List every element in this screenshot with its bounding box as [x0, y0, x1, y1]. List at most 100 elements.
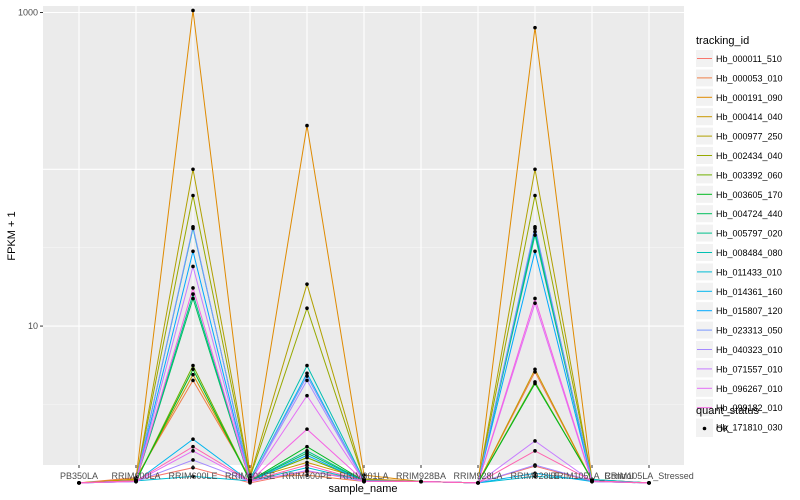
data-point-18-2	[191, 286, 195, 290]
data-point-8-8	[533, 229, 537, 234]
data-point-16-4	[305, 468, 309, 473]
quant-label-0: OK	[716, 424, 729, 434]
legend-label-0: Hb_000011_510	[716, 54, 782, 64]
legend-label-14: Hb_023313_050	[716, 326, 783, 336]
x-tick-label-9: RRIM105LA_Control	[550, 471, 633, 481]
legend-title: tracking_id	[696, 35, 749, 47]
legend-label-16: Hb_071557_010	[716, 364, 783, 374]
legend-label-4: Hb_000977_250	[716, 132, 783, 142]
data-point-17-4	[305, 393, 309, 398]
legend-label-19: Hb_171810_030	[716, 423, 783, 433]
data-point-7-4	[305, 444, 309, 449]
data-point-19-3	[248, 479, 252, 483]
legend-label-5: Hb_002434_040	[716, 151, 783, 161]
y-tick-label-1: 1000	[18, 7, 38, 17]
legend-label-9: Hb_005797_020	[716, 229, 783, 239]
y-tick-label-0: 10	[28, 321, 38, 331]
data-point-5-2	[191, 193, 195, 198]
x-axis: PB350LA RRIM600LA RRIM600LE RRIM600SE RRIM60…	[60, 465, 694, 481]
data-point-4-2	[191, 167, 195, 172]
legend-label-7: Hb_003605_170	[716, 190, 783, 200]
y-axis: 10 1000	[18, 7, 43, 331]
data-point-6-2	[191, 363, 195, 368]
x-tick-label-10: RRIM105LA_Stressed	[604, 471, 694, 481]
data-point-12-4	[305, 371, 309, 376]
data-point-9-4	[305, 449, 309, 453]
data-point-9-8	[533, 233, 537, 237]
data-point-12-8	[533, 471, 537, 476]
legend-label-1: Hb_000053_010	[716, 73, 783, 83]
data-point-15-2	[191, 458, 195, 462]
legend-label-15: Hb_040323_010	[716, 345, 783, 355]
x-tick-label-0: PB350LA	[60, 471, 98, 481]
legend-label-8: Hb_004724_440	[716, 209, 783, 219]
data-point-13-4	[305, 453, 309, 458]
data-point-7-2	[191, 367, 195, 372]
data-point-4-4	[305, 282, 309, 286]
data-point-5-8	[533, 193, 537, 198]
data-point-13-2	[191, 249, 195, 254]
x-tick-label-3: RRIM600SE	[225, 471, 275, 481]
data-point-5-4	[305, 306, 309, 311]
x-tick-label-6: RRIM928BA	[396, 471, 446, 481]
data-point-19-6	[419, 479, 423, 484]
data-point-4-8	[533, 167, 537, 172]
data-point-19-2	[191, 444, 195, 449]
data-point-14-4	[305, 374, 309, 378]
y-axis-title: FPKM + 1	[6, 211, 18, 260]
x-tick-label-5: RRIM901LA	[339, 471, 388, 481]
data-point-16-8	[533, 439, 537, 443]
data-point-14-8	[533, 224, 537, 229]
data-point-9-2	[191, 292, 195, 296]
data-point-10-4	[305, 363, 309, 368]
x-tick-label-8: RRIM928LE	[510, 471, 559, 481]
data-point-18-8	[533, 296, 537, 301]
data-point-17-8	[533, 301, 537, 305]
legend-label-11: Hb_011433_010	[716, 267, 782, 277]
data-point-13-8	[533, 249, 537, 254]
data-point-3-8	[533, 367, 537, 372]
x-tick-label-4: RRIM600PE	[282, 471, 332, 481]
data-point-19-9	[590, 479, 594, 483]
data-point-15-4	[305, 378, 309, 383]
quant-symbol-0	[702, 426, 707, 431]
data-point-19-0	[77, 481, 81, 485]
legend-label-10: Hb_008484_080	[716, 248, 783, 258]
data-point-19-7	[476, 481, 480, 485]
legend-label-6: Hb_003392_060	[716, 170, 783, 180]
data-point-3-2	[191, 372, 195, 377]
data-point-12-2	[191, 437, 195, 441]
legend-label-17: Hb_096267_010	[716, 384, 783, 394]
data-point-19-5	[362, 479, 366, 483]
data-point-2-2	[191, 8, 195, 13]
data-points	[77, 8, 651, 485]
legend-label-2: Hb_000191_090	[716, 93, 783, 103]
x-tick-label-1: RRIM600LA	[111, 471, 160, 481]
data-point-16-2	[191, 264, 195, 269]
data-point-19-10	[647, 481, 651, 485]
grid	[43, 6, 684, 465]
data-point-18-4	[305, 427, 309, 431]
data-point-1-8	[533, 370, 537, 374]
data-point-14-2	[191, 224, 195, 229]
x-tick-label-7: RRIM928LA	[453, 471, 502, 481]
data-point-3-4	[305, 460, 309, 465]
data-point-19-1	[134, 479, 138, 483]
x-axis-title: sample_name	[328, 483, 397, 495]
data-point-11-8	[533, 474, 537, 479]
data-point-1-4	[305, 473, 309, 477]
legend-label-13: Hb_015807_120	[716, 306, 783, 316]
data-point-11-2	[191, 474, 195, 479]
legend-quant-title: quant_status	[696, 405, 759, 417]
data-point-8-2	[191, 296, 195, 301]
data-point-2-5	[362, 473, 366, 477]
data-point-2-8	[533, 25, 537, 30]
legend-label-18: Hb_099182_010	[716, 403, 783, 413]
data-point-17-2	[191, 449, 195, 453]
legend: tracking_id Hb_000011_510 Hb_000053_010 Hb…	[696, 35, 783, 437]
data-point-19-8	[533, 449, 537, 453]
data-point-2-4	[305, 123, 309, 128]
data-point-7-8	[533, 381, 537, 386]
data-point-1-2	[191, 378, 195, 383]
legend-label-12: Hb_014361_160	[716, 287, 783, 297]
